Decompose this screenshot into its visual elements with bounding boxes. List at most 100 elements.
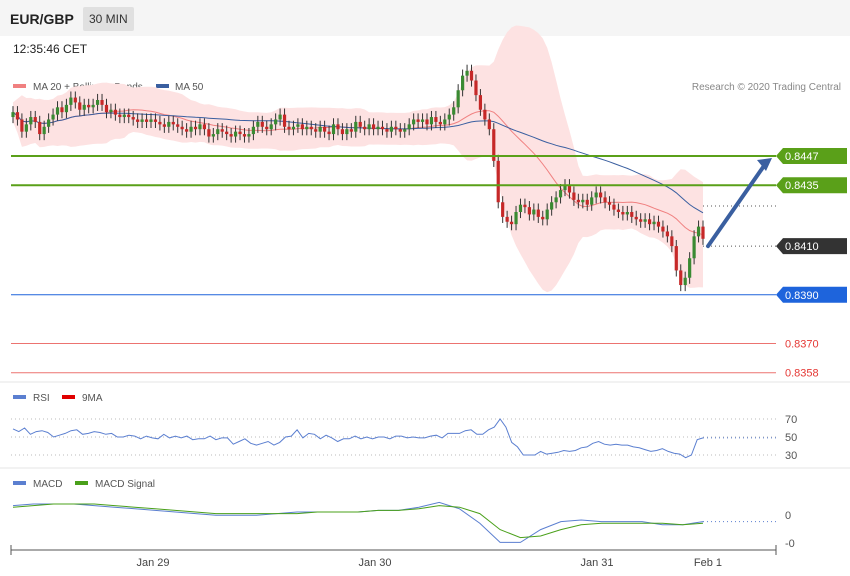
candle-body	[438, 121, 442, 125]
candle-body	[309, 126, 313, 130]
candle-body	[51, 114, 55, 120]
copyright-note: Research © 2020 Trading Central	[692, 82, 841, 93]
candle-body	[291, 126, 296, 130]
candle-body	[572, 192, 576, 200]
candle-body	[358, 121, 362, 127]
bollinger-band-area	[13, 25, 703, 293]
candle-body	[78, 102, 82, 110]
rsi-tick-label: 30	[785, 450, 797, 462]
candle-body	[91, 104, 95, 108]
candle-body	[349, 129, 353, 132]
candle-body	[545, 209, 549, 220]
macd-signal-legend-label: MACD Signal	[95, 479, 155, 490]
candle-body	[407, 124, 411, 130]
candle-body	[354, 121, 358, 132]
candle-body	[679, 270, 683, 286]
candle-body	[300, 124, 304, 130]
candle-body	[15, 112, 20, 120]
macd-tick-label: -0	[785, 538, 795, 550]
candle-body	[585, 199, 589, 205]
candle-body	[674, 246, 678, 271]
macd-legend-label: MACD	[33, 479, 62, 490]
candle-body	[176, 124, 180, 127]
candle-body	[296, 124, 300, 127]
candle-body	[429, 117, 434, 125]
ma50-legend-label: MA 50	[175, 82, 204, 93]
candle-body	[670, 236, 674, 247]
candle-body	[171, 121, 175, 125]
candle-body	[153, 119, 158, 122]
candle-body	[478, 95, 483, 110]
candle-body	[616, 209, 621, 212]
ma50-legend-swatch	[156, 84, 169, 88]
rsi-legend-swatch	[13, 395, 26, 399]
candle-body	[87, 104, 91, 108]
candle-body	[220, 129, 224, 132]
target-price-label: 0.8370	[785, 338, 819, 350]
candle-body	[238, 131, 242, 135]
header-bar: EUR/GBP 30 MIN	[0, 0, 850, 36]
candle-body	[167, 121, 171, 127]
bollinger-bands	[13, 25, 703, 293]
candle-body	[550, 202, 554, 210]
current-price-label: 0.8410	[785, 241, 819, 253]
candle-body	[665, 231, 669, 237]
candle-body	[282, 114, 287, 127]
current-price-tag	[776, 238, 847, 255]
forecast-arrow-shaft	[706, 161, 768, 249]
candle-body	[42, 126, 46, 135]
candle-body	[113, 109, 117, 115]
candle-body	[456, 90, 460, 108]
candle-body	[505, 216, 509, 222]
rsi-legend-label: RSI	[33, 393, 50, 404]
price-levels: 0.8447 0.8435 0.8410 0.8390 0.8370 0.8358	[11, 148, 847, 380]
candle-body	[233, 131, 238, 137]
candle-body	[621, 212, 625, 215]
resistance-price-tag	[776, 177, 847, 194]
candle-body	[20, 119, 24, 132]
candle-body	[599, 192, 603, 198]
candle-body	[144, 119, 149, 122]
candle-body	[425, 119, 429, 125]
candle-body	[523, 204, 527, 208]
macd-plot	[12, 501, 776, 543]
rsi-legend: RSI 9MA	[13, 393, 103, 404]
candle-body	[64, 104, 69, 113]
candle-body	[558, 190, 563, 198]
candle-body	[55, 107, 60, 115]
candle-body	[563, 185, 567, 191]
candle-body	[193, 126, 198, 130]
rsi-ticks: 70 50 30	[785, 414, 797, 462]
timeframe-badge[interactable]: 30 MIN	[83, 7, 134, 31]
candle-body	[131, 117, 135, 120]
candle-body	[140, 119, 144, 122]
candle-body	[336, 124, 340, 130]
candle-body	[73, 97, 77, 103]
candle-body	[380, 126, 385, 130]
candle-body	[612, 204, 616, 210]
candle-body	[287, 126, 291, 130]
macd-tick-label: 0	[785, 510, 791, 522]
ma50-line	[12, 111, 704, 214]
candle-body	[251, 126, 255, 135]
candle-body	[104, 104, 109, 113]
candle-body	[474, 80, 478, 96]
candle-body	[581, 199, 585, 203]
candle-body	[434, 117, 438, 122]
candle-body	[701, 226, 705, 239]
candle-body	[483, 109, 487, 120]
candle-body	[630, 212, 634, 217]
rsi-ma-legend-swatch	[62, 395, 75, 399]
candle-body	[639, 219, 643, 222]
candle-body	[327, 131, 331, 135]
candle-body	[247, 134, 251, 137]
rsi-line	[12, 418, 704, 459]
candle-body	[180, 126, 184, 130]
macd-line	[12, 501, 704, 543]
candle-body	[229, 134, 233, 137]
candle-body	[420, 119, 425, 122]
candle-body	[225, 131, 229, 135]
timestamp: 12:35:46 CET	[13, 42, 88, 56]
candle-body	[590, 197, 594, 205]
